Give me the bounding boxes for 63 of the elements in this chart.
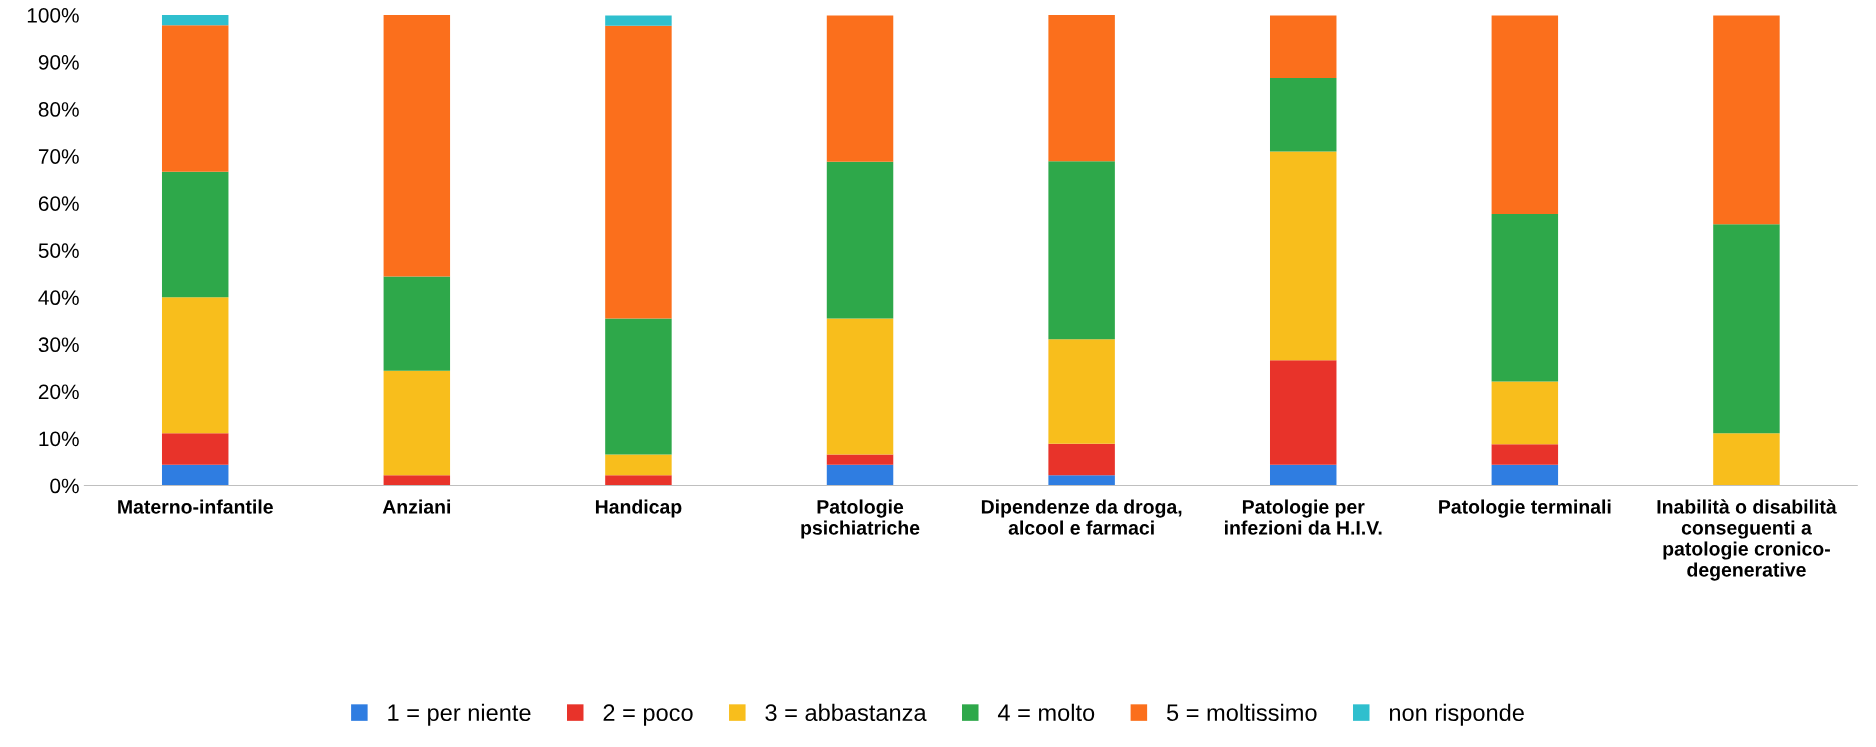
bar	[1048, 475, 1115, 486]
x-tick-label: Handicap	[595, 499, 682, 518]
bar	[1269, 15, 1337, 78]
bar	[1491, 15, 1559, 215]
bar	[1269, 78, 1337, 152]
bar	[1491, 444, 1559, 465]
y-tick-label: 70%	[38, 149, 79, 164]
bar	[1491, 381, 1559, 445]
bar	[605, 318, 672, 455]
legend-label: 5 = moltissimo	[1166, 703, 1317, 722]
y-tick-label: 0%	[50, 478, 79, 494]
legend-label: 3 = abbastanza	[765, 703, 927, 722]
x-tick-label: Anziani	[382, 499, 451, 514]
y-tick-label: 50%	[38, 243, 79, 258]
bar	[1269, 464, 1337, 486]
bar	[1713, 15, 1780, 225]
x-tick-label: Inabilità o disabilità conseguenti a patologie cronico- degenerative	[1657, 499, 1837, 581]
bar	[826, 15, 894, 162]
bar	[826, 318, 894, 455]
bar	[1713, 224, 1780, 434]
y-tick-label: 30%	[38, 337, 79, 353]
y-tick-label: 100%	[27, 7, 79, 23]
bar	[826, 464, 894, 486]
bar	[161, 171, 229, 298]
bar	[1491, 214, 1559, 382]
bar	[1048, 161, 1115, 340]
bar	[605, 25, 672, 319]
y-tick-label: 10%	[39, 431, 79, 447]
bar	[383, 370, 451, 476]
legend-label: 2 = poco	[603, 704, 693, 726]
bar	[161, 433, 229, 465]
bar	[161, 464, 229, 486]
bar	[1048, 339, 1115, 444]
bar	[383, 276, 451, 371]
bar	[605, 475, 672, 486]
legend-label: non risponde	[1389, 703, 1524, 726]
legend-label: 4 = molto	[997, 703, 1095, 722]
bar	[1713, 433, 1780, 486]
y-tick-label: 60%	[38, 196, 79, 211]
bar	[1491, 464, 1559, 486]
bar	[383, 14, 451, 277]
x-tick-label: Dipendenze da droga, alcool e farmaci	[981, 499, 1182, 535]
bar	[1269, 360, 1337, 465]
y-tick-label: 90%	[38, 55, 79, 70]
bar	[605, 15, 672, 26]
bar	[161, 14, 229, 26]
bar	[826, 454, 894, 465]
legend-label: 1 = per niente	[388, 703, 531, 726]
x-tick-label: Patologie terminali	[1439, 499, 1611, 518]
y-tick-label: 80%	[38, 102, 79, 117]
bar	[1269, 151, 1337, 361]
y-tick-label: 40%	[38, 290, 79, 306]
bar	[1048, 443, 1115, 476]
x-tick-label: Materno-infantile	[118, 499, 273, 514]
bar	[161, 25, 229, 172]
y-tick-label: 20%	[38, 384, 79, 400]
bar	[161, 297, 229, 434]
bar	[1048, 14, 1115, 162]
bar	[383, 475, 451, 486]
x-tick-label: Patologie per infezioni da H.I.V.	[1225, 499, 1382, 535]
x-tick-label: Patologie psichiatriche	[801, 499, 920, 539]
bar	[605, 454, 672, 476]
bar	[826, 161, 894, 319]
